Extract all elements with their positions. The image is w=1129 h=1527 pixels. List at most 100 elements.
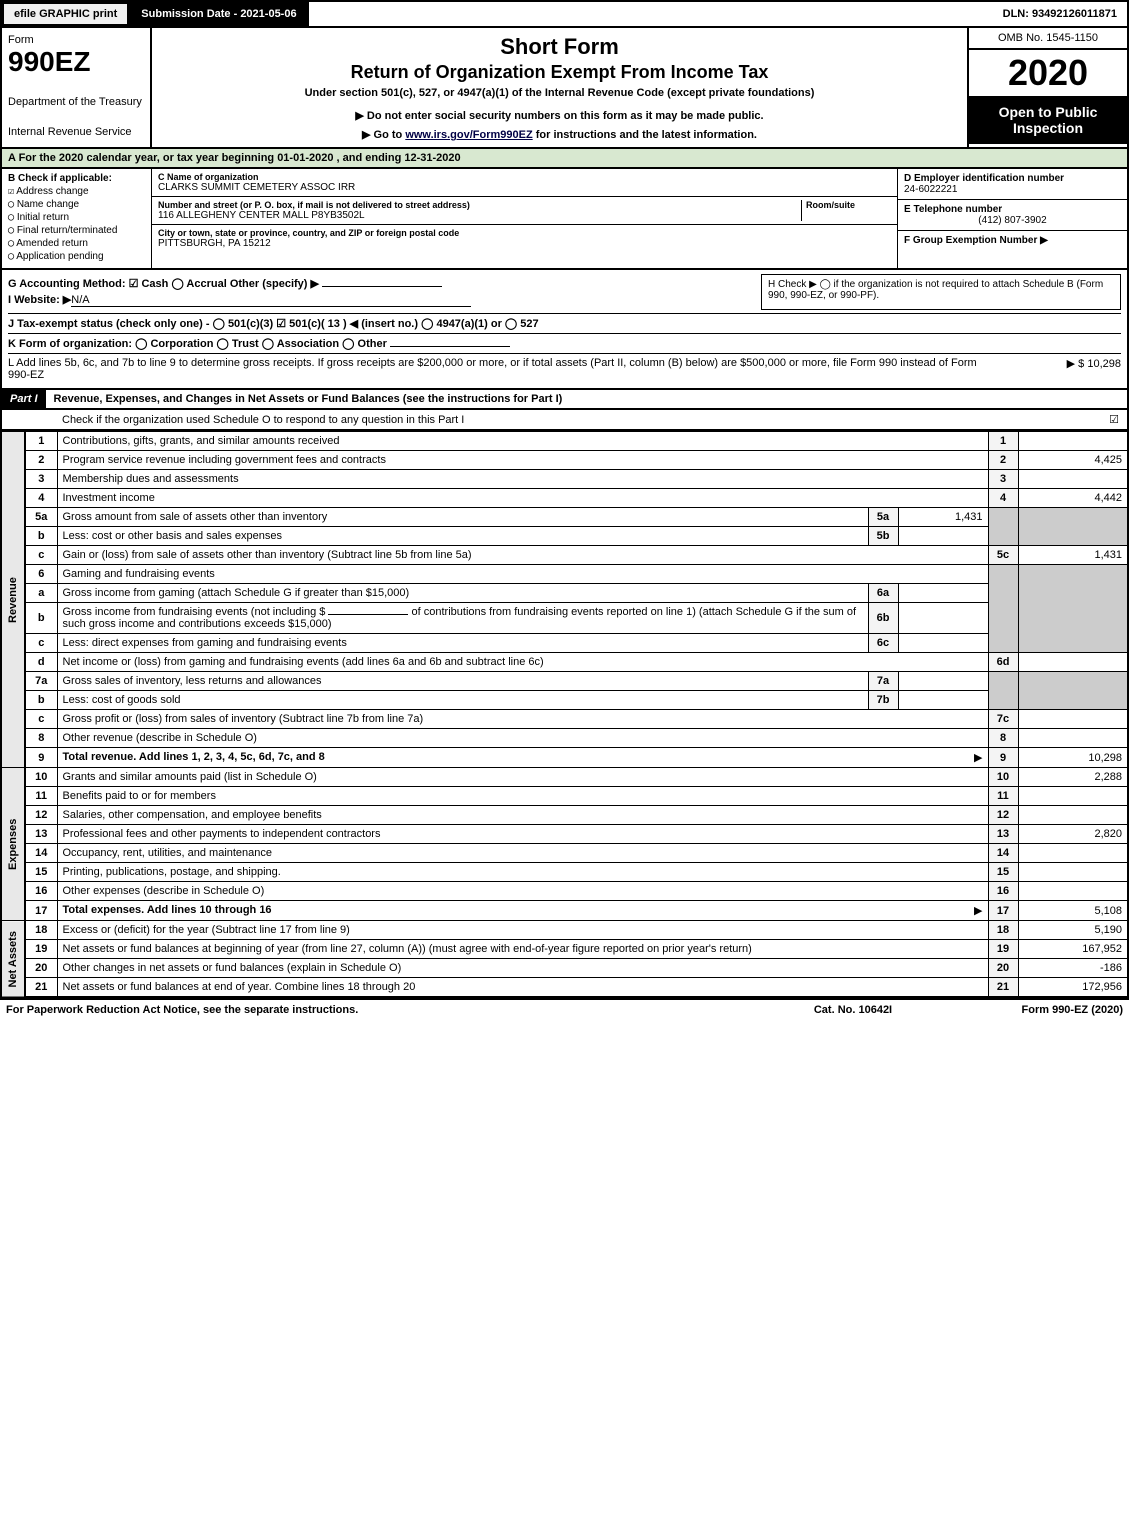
l15-desc: Printing, publications, postage, and shi…	[57, 863, 988, 882]
line-5c: c Gain or (loss) from sale of assets oth…	[1, 546, 1128, 565]
l7a-sv	[898, 672, 988, 691]
l18-rn: 18	[988, 921, 1018, 940]
line-8: 8 Other revenue (describe in Schedule O)…	[1, 729, 1128, 748]
l9-val: 10,298	[1018, 748, 1128, 768]
l14-rn: 14	[988, 844, 1018, 863]
section-bcdef: B Check if applicable: ☑ Address change …	[0, 169, 1129, 270]
l7b-sn: 7b	[868, 691, 898, 710]
g-other-input[interactable]	[322, 286, 442, 287]
l6-desc: Gaming and fundraising events	[57, 565, 988, 584]
c-city-row: City or town, state or province, country…	[152, 225, 897, 252]
l6a-sn: 6a	[868, 584, 898, 603]
l6c-num: c	[25, 634, 57, 653]
row-k: K Form of organization: ◯ Corporation ◯ …	[8, 333, 1121, 350]
line-7c: c Gross profit or (loss) from sales of i…	[1, 710, 1128, 729]
e-phone-row: E Telephone number (412) 807-3902	[898, 200, 1127, 231]
line-7b: b Less: cost of goods sold 7b	[1, 691, 1128, 710]
l6-shade	[988, 565, 1018, 653]
website-value: N/A	[71, 294, 471, 307]
line-9: 9 Total revenue. Add lines 1, 2, 3, 4, 5…	[1, 748, 1128, 768]
l5b-sv	[898, 527, 988, 546]
line-16: 16 Other expenses (describe in Schedule …	[1, 882, 1128, 901]
g-accounting: G Accounting Method: ☑ Cash ◯ Accrual Ot…	[8, 278, 319, 290]
line-3: 3 Membership dues and assessments 3	[1, 470, 1128, 489]
l6d-desc: Net income or (loss) from gaming and fun…	[57, 653, 988, 672]
org-city: PITTSBURGH, PA 15212	[158, 238, 891, 249]
chk-initial-return[interactable]: ◯ Initial return	[8, 212, 145, 223]
l6c-sn: 6c	[868, 634, 898, 653]
line-21: 21 Net assets or fund balances at end of…	[1, 978, 1128, 998]
c-name-row: C Name of organization CLARKS SUMMIT CEM…	[152, 169, 897, 197]
l20-val: -186	[1018, 959, 1128, 978]
l4-num: 4	[25, 489, 57, 508]
org-name: CLARKS SUMMIT CEMETERY ASSOC IRR	[158, 182, 891, 193]
line-6: 6 Gaming and fundraising events	[1, 565, 1128, 584]
l21-val: 172,956	[1018, 978, 1128, 998]
l7a-desc: Gross sales of inventory, less returns a…	[57, 672, 868, 691]
l8-val	[1018, 729, 1128, 748]
l6c-desc: Less: direct expenses from gaming and fu…	[57, 634, 868, 653]
l1-desc: Contributions, gifts, grants, and simila…	[57, 432, 988, 451]
l7c-val	[1018, 710, 1128, 729]
l13-desc: Professional fees and other payments to …	[57, 825, 988, 844]
line-11: 11 Benefits paid to or for members 11	[1, 787, 1128, 806]
l7b-sv	[898, 691, 988, 710]
l6c-sv	[898, 634, 988, 653]
header-right: OMB No. 1545-1150 2020 Open to Public In…	[967, 28, 1127, 147]
part1-checkbox[interactable]: ☑	[1101, 410, 1127, 429]
l16-desc: Other expenses (describe in Schedule O)	[57, 882, 988, 901]
irs-link[interactable]: www.irs.gov/Form990EZ	[405, 129, 532, 141]
l13-val: 2,820	[1018, 825, 1128, 844]
c-addr-row: Number and street (or P. O. box, if mail…	[152, 197, 897, 225]
row-a-tax-year: A For the 2020 calendar year, or tax yea…	[0, 149, 1129, 169]
l2-rn: 2	[988, 451, 1018, 470]
line-1: Revenue 1 Contributions, gifts, grants, …	[1, 432, 1128, 451]
lbl-name-change: Name change	[17, 199, 79, 210]
l15-val	[1018, 863, 1128, 882]
l6a-desc: Gross income from gaming (attach Schedul…	[57, 584, 868, 603]
l21-rn: 21	[988, 978, 1018, 998]
l21-num: 21	[25, 978, 57, 998]
form-header: Form 990EZ Department of the Treasury In…	[0, 28, 1129, 149]
l6b-blank[interactable]	[328, 614, 408, 615]
header-left: Form 990EZ Department of the Treasury In…	[2, 28, 152, 147]
subtitle: Under section 501(c), 527, or 4947(a)(1)…	[158, 87, 961, 99]
footer-right: Form 990-EZ (2020)	[943, 1004, 1123, 1016]
header-center: Short Form Return of Organization Exempt…	[152, 28, 967, 147]
l14-num: 14	[25, 844, 57, 863]
l5c-rn: 5c	[988, 546, 1018, 565]
chk-app-pending[interactable]: ◯ Application pending	[8, 251, 145, 262]
l17-rn: 17	[988, 901, 1018, 921]
l1-val	[1018, 432, 1128, 451]
l11-rn: 11	[988, 787, 1018, 806]
efile-btn[interactable]: efile GRAPHIC print	[2, 2, 129, 26]
l4-val: 4,442	[1018, 489, 1128, 508]
l7ab-shade-v	[1018, 672, 1128, 710]
chk-final-return[interactable]: ◯ Final return/terminated	[8, 225, 145, 236]
l9-rn: 9	[988, 748, 1018, 768]
l7b-num: b	[25, 691, 57, 710]
chk-name-change[interactable]: ◯ Name change	[8, 199, 145, 210]
meta-block: G Accounting Method: ☑ Cash ◯ Accrual Ot…	[0, 270, 1129, 390]
form-number: 990EZ	[8, 46, 144, 78]
line-2: 2 Program service revenue including gove…	[1, 451, 1128, 470]
j-tax-exempt: J Tax-exempt status (check only one) - ◯…	[8, 318, 539, 330]
row-g: G Accounting Method: ☑ Cash ◯ Accrual Ot…	[8, 277, 753, 290]
side-revenue: Revenue	[1, 432, 25, 768]
f-label: F Group Exemption Number ▶	[904, 235, 1121, 246]
lbl-address-change: Address change	[16, 186, 88, 197]
link-pre: ▶ Go to	[362, 129, 405, 141]
l6a-num: a	[25, 584, 57, 603]
l4-desc: Investment income	[57, 489, 988, 508]
title-short-form: Short Form	[158, 34, 961, 60]
part1-check-text: Check if the organization used Schedule …	[2, 411, 1101, 429]
form-word: Form	[8, 34, 144, 46]
lbl-amended: Amended return	[16, 238, 88, 249]
l10-desc: Grants and similar amounts paid (list in…	[57, 768, 988, 787]
row-h: H Check ▶ ◯ if the organization is not r…	[761, 274, 1121, 310]
chk-amended[interactable]: ◯ Amended return	[8, 238, 145, 249]
omb-number: OMB No. 1545-1150	[969, 28, 1127, 50]
k-other-input[interactable]	[390, 346, 510, 347]
chk-address-change[interactable]: ☑ Address change	[8, 186, 145, 197]
l15-num: 15	[25, 863, 57, 882]
